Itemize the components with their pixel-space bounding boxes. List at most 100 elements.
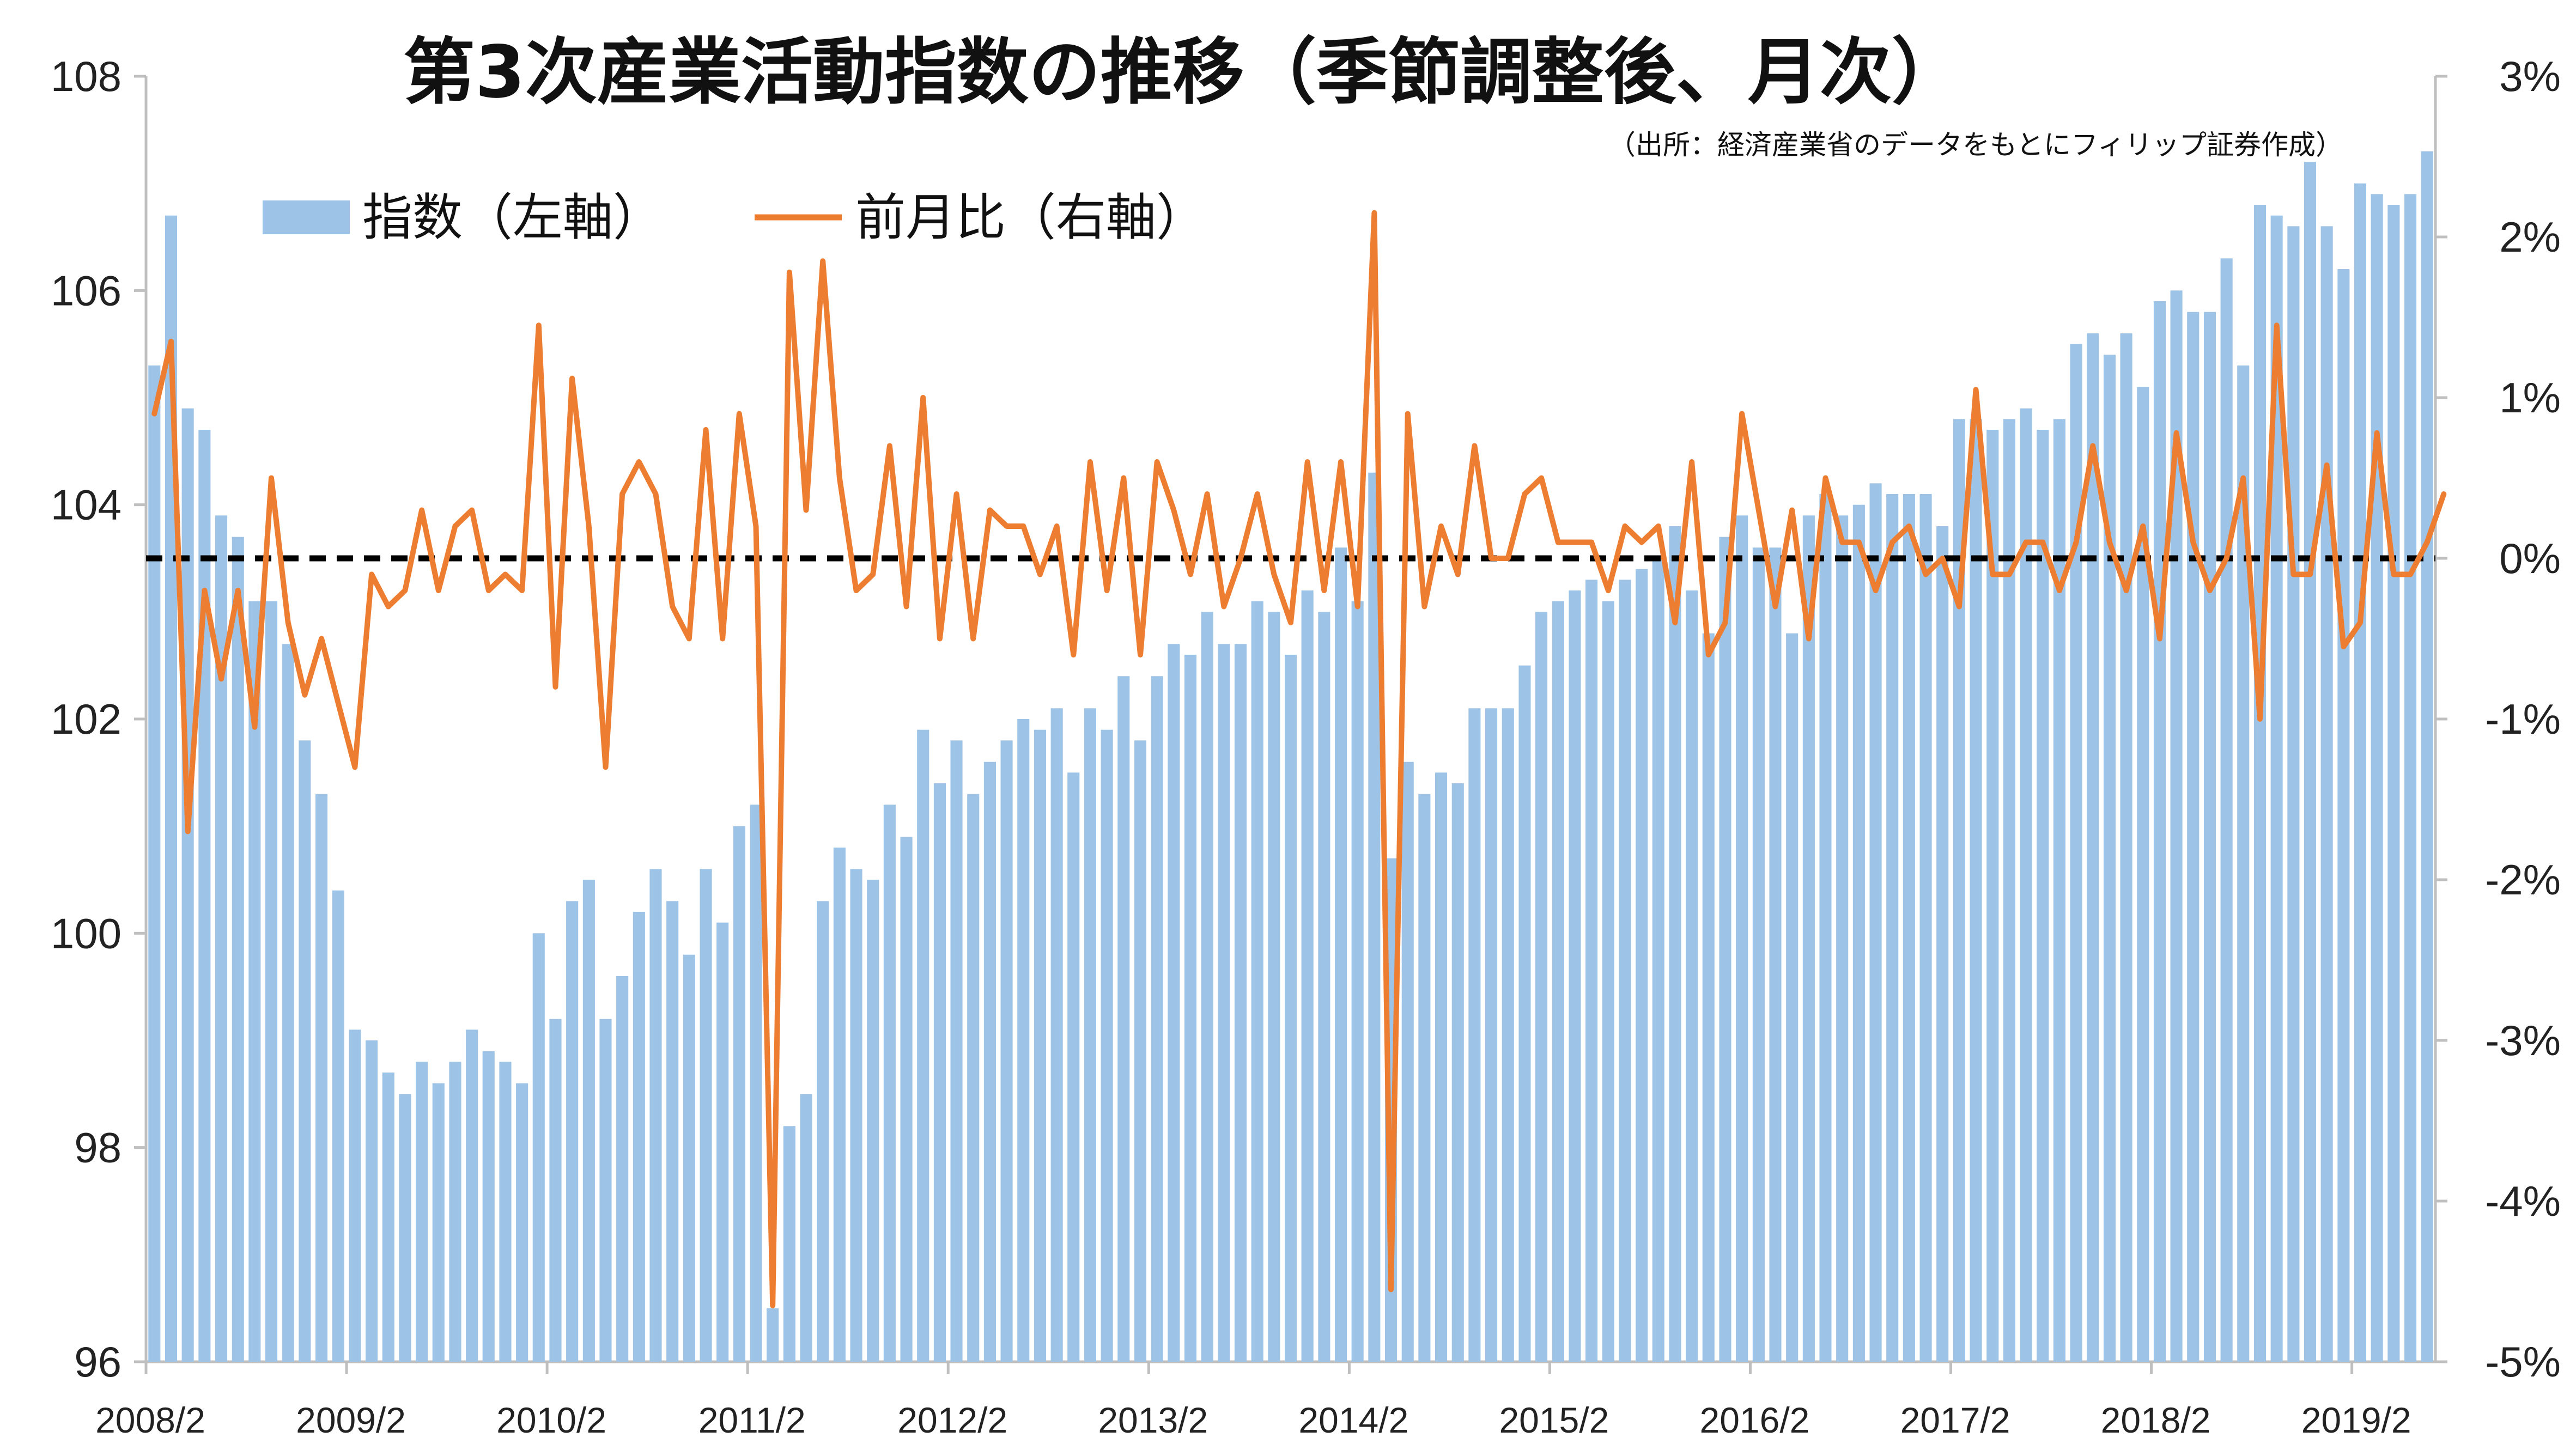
index-bar (1218, 644, 1230, 1362)
index-bar (1117, 676, 1130, 1362)
x-tick-label: 2016/2 (1700, 1400, 1810, 1440)
index-bar (867, 880, 879, 1362)
index-bar (1552, 601, 1564, 1362)
right-tick-label: 3% (2499, 52, 2561, 100)
index-bar (1485, 708, 1498, 1362)
index-bar (666, 901, 679, 1362)
index-bar (315, 794, 328, 1362)
index-bar (248, 601, 261, 1362)
index-bar (716, 922, 729, 1362)
index-bar (1451, 783, 1464, 1362)
index-bar (1886, 494, 1899, 1362)
index-bar (817, 901, 829, 1362)
index-bar (917, 729, 929, 1362)
index-bar (967, 794, 980, 1362)
x-tick-label: 2011/2 (698, 1400, 806, 1440)
x-tick-label: 2010/2 (496, 1400, 606, 1440)
index-bar (1736, 515, 1748, 1362)
index-bar (783, 1126, 795, 1362)
index-bar (482, 1051, 495, 1362)
index-bar (1702, 633, 1715, 1362)
index-bar (1318, 612, 1330, 1362)
index-bar (2320, 226, 2333, 1362)
right-tick-label: -3% (2485, 1016, 2561, 1064)
index-bar (215, 515, 228, 1362)
index-bar (750, 805, 762, 1362)
legend-bar-label: 指数（左軸） (362, 188, 663, 247)
index-bar (1351, 601, 1364, 1362)
index-bar (181, 408, 194, 1362)
right-tick-label: -2% (2485, 856, 2561, 904)
x-tick-label: 2013/2 (1098, 1400, 1208, 1440)
index-bar (1986, 430, 1999, 1362)
tick-labels: 96 98 100 102 104 106 108 -5% -4% -3% -2% -1% 0% 1% 2%… (51, 52, 2561, 1440)
left-tick-label: 108 (51, 52, 121, 100)
index-bar (933, 783, 946, 1362)
index-bar (566, 901, 579, 1362)
x-tick-label: 2008/2 (95, 1400, 205, 1440)
left-tick-label: 106 (51, 266, 121, 314)
right-tick-label: -5% (2485, 1338, 2561, 1386)
index-bar (2137, 387, 2149, 1362)
index-bar (2371, 194, 2383, 1362)
index-bar (2253, 205, 2266, 1362)
x-tick-label: 2019/2 (2301, 1400, 2411, 1440)
index-bar (1852, 504, 1865, 1362)
index-bar (2220, 258, 2233, 1362)
index-bar (1686, 590, 1698, 1362)
index-bar (416, 1062, 428, 1362)
index-bar (1518, 665, 1531, 1362)
index-bar (1652, 558, 1664, 1362)
index-bar (1669, 526, 1681, 1362)
index-bar (432, 1083, 445, 1362)
index-bar (1301, 590, 1314, 1362)
index-bar (1234, 644, 1247, 1362)
index-bar (299, 740, 311, 1362)
index-bar (399, 1094, 411, 1362)
left-tick-label: 102 (51, 695, 121, 743)
index-bar (265, 601, 278, 1362)
index-bar (582, 880, 595, 1362)
index-bar (2421, 151, 2433, 1362)
index-bar (1752, 547, 1765, 1362)
x-tick-label: 2009/2 (296, 1400, 406, 1440)
index-bar (1101, 729, 1113, 1362)
index-bar (1719, 537, 1731, 1362)
index-bar (983, 761, 996, 1362)
index-bar (1151, 676, 1163, 1362)
index-bar (1819, 494, 1832, 1362)
index-bar (1435, 772, 1448, 1362)
index-bar (1168, 644, 1180, 1362)
index-bar (1769, 547, 1782, 1362)
left-tick-label: 104 (51, 481, 121, 529)
index-bar (1636, 569, 1648, 1362)
index-bar (599, 1019, 612, 1362)
mom-line-series (151, 210, 2447, 1308)
index-bar (1468, 708, 1481, 1362)
index-bar (616, 976, 629, 1362)
index-bar (1802, 515, 1815, 1362)
right-tick-label: 0% (2499, 534, 2561, 582)
index-bar (2120, 333, 2133, 1362)
index-bar (1050, 708, 1063, 1362)
index-bar (532, 933, 545, 1362)
index-bar (2037, 430, 2049, 1362)
index-bar (2354, 183, 2366, 1362)
index-bar (833, 848, 846, 1362)
x-tick-label: 2018/2 (2101, 1400, 2211, 1440)
index-bar (1535, 612, 1548, 1362)
index-bar (516, 1083, 528, 1362)
x-tick-label: 2015/2 (1499, 1400, 1609, 1440)
index-bar (1619, 580, 1631, 1362)
index-bar (767, 1308, 779, 1362)
index-bar (198, 430, 211, 1362)
index-bar (1335, 547, 1347, 1362)
right-tick-label: -1% (2485, 695, 2561, 743)
index-bar (1836, 515, 1849, 1362)
index-bar (349, 1029, 361, 1362)
index-bar (950, 740, 963, 1362)
index-bar (900, 837, 913, 1362)
index-bar (883, 805, 896, 1362)
chart-source-note: （出所：経済産業省のデータをもとにフィリップ証券作成） (1608, 129, 2343, 161)
